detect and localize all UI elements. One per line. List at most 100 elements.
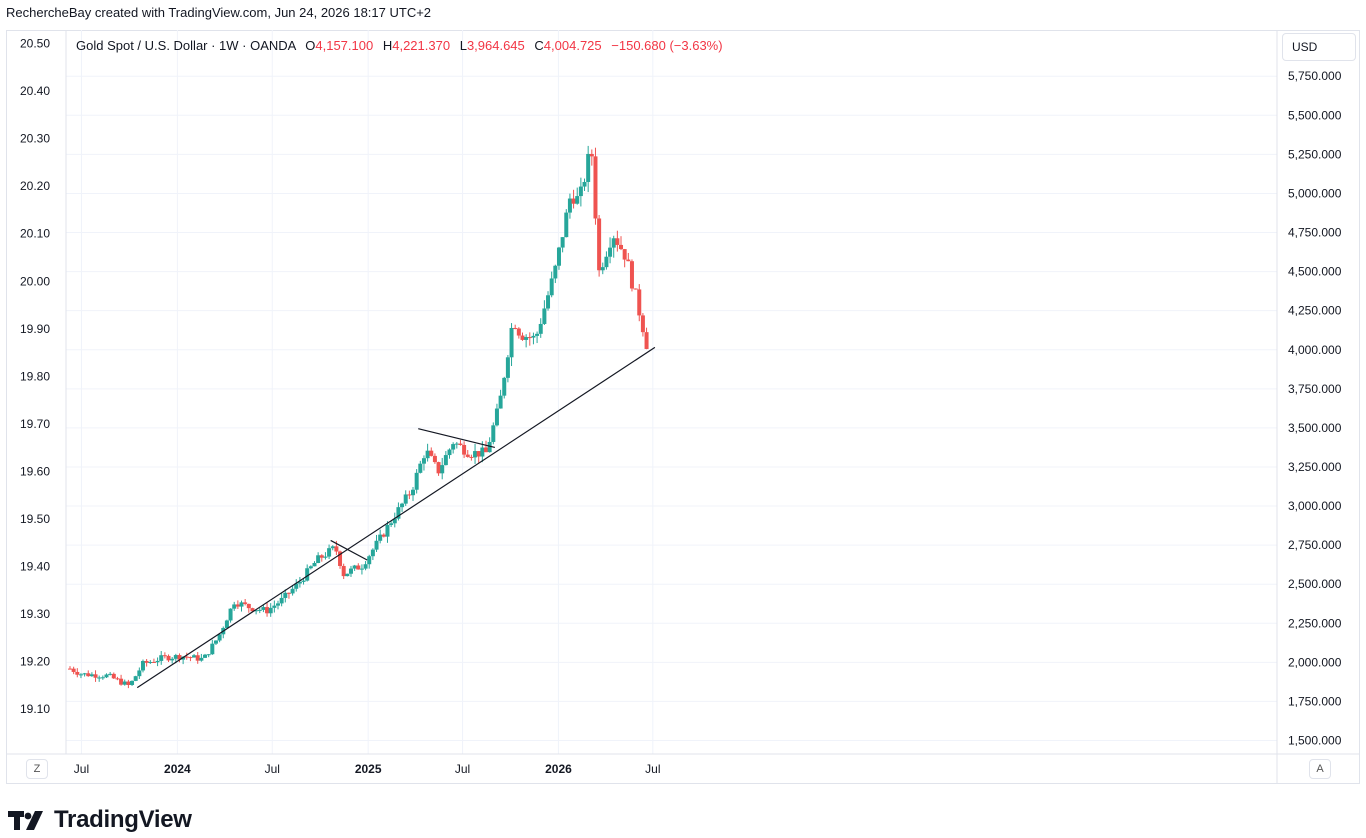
candle-body bbox=[462, 444, 467, 455]
candle-body bbox=[381, 534, 386, 537]
candle-body bbox=[352, 565, 357, 569]
candle-body bbox=[228, 608, 233, 621]
left-tick-label: 19.40 bbox=[20, 560, 50, 574]
chart-grid bbox=[66, 30, 1277, 754]
candle-body bbox=[294, 583, 299, 589]
candle-body bbox=[206, 654, 211, 656]
candle-body bbox=[330, 546, 335, 549]
price-tick-label: 2,500.000 bbox=[1288, 577, 1342, 591]
candle-body bbox=[338, 551, 343, 566]
left-scale-axis: 20.50 20.40 20.30 20.20 20.10 20.00 19.90 19.80… bbox=[20, 37, 50, 717]
candle-body bbox=[549, 278, 554, 296]
candle-body bbox=[195, 655, 200, 661]
candle-body bbox=[323, 556, 328, 558]
price-tick-label: 5,500.000 bbox=[1288, 108, 1342, 122]
candle-body bbox=[509, 327, 514, 358]
candle-body bbox=[451, 444, 456, 450]
candle-body bbox=[619, 244, 624, 250]
candle-body bbox=[571, 198, 576, 204]
candle-body bbox=[301, 580, 306, 582]
candle-body bbox=[582, 181, 587, 187]
brand: TradingView bbox=[8, 806, 192, 834]
candle-body bbox=[414, 472, 419, 490]
candle-body bbox=[217, 634, 222, 641]
price-tick-label: 4,750.000 bbox=[1288, 226, 1342, 240]
price-tick-label: 5,000.000 bbox=[1288, 186, 1342, 200]
candle-body bbox=[133, 676, 138, 681]
currency-button[interactable]: USD bbox=[1282, 33, 1356, 61]
candle-body bbox=[436, 462, 441, 474]
candle-body bbox=[480, 447, 485, 457]
symbol-title: Gold Spot / U.S. Dollar · 1W · OANDA bbox=[76, 38, 296, 53]
candle-body bbox=[425, 450, 430, 459]
candle-body bbox=[385, 524, 390, 537]
candle-body bbox=[75, 671, 80, 675]
price-tick-label: 1,500.000 bbox=[1288, 734, 1342, 748]
ohlc-high: H4,221.370 bbox=[382, 38, 451, 53]
candle-body bbox=[319, 555, 324, 558]
candle-body bbox=[184, 656, 189, 658]
candle-body bbox=[334, 546, 339, 552]
candle-body bbox=[341, 565, 346, 577]
price-tick-label: 2,750.000 bbox=[1288, 538, 1342, 552]
candle-body bbox=[443, 455, 448, 466]
candle-body bbox=[265, 607, 270, 614]
candle-body bbox=[374, 540, 379, 550]
price-tick-label: 3,250.000 bbox=[1288, 460, 1342, 474]
candle-body bbox=[553, 265, 558, 279]
candle-body bbox=[166, 655, 171, 661]
candle-body bbox=[487, 441, 492, 453]
time-axis: Jul 2024 Jul 2025 Jul 2026 Jul bbox=[74, 762, 661, 776]
candle-body bbox=[93, 674, 98, 678]
candle-body bbox=[246, 603, 251, 609]
ohlc-open: O4,157.100 bbox=[305, 38, 374, 53]
trend-line bbox=[418, 428, 496, 449]
candle-body bbox=[604, 256, 609, 268]
candle-body bbox=[575, 196, 580, 204]
trend-line bbox=[136, 346, 656, 689]
candle-body bbox=[494, 408, 499, 426]
candle-body bbox=[637, 289, 642, 316]
candle-body bbox=[578, 186, 583, 197]
left-tick-label: 19.50 bbox=[20, 512, 50, 526]
candle-body bbox=[275, 603, 280, 606]
price-axis: 1,500.000 1,750.000 2,000.000 2,250.000 2,50… bbox=[1288, 69, 1342, 747]
left-tick-label: 20.40 bbox=[20, 84, 50, 98]
price-tick-label: 5,750.000 bbox=[1288, 69, 1342, 83]
time-tick-label: Jul bbox=[645, 762, 660, 776]
candle-body bbox=[640, 315, 645, 333]
candle-body bbox=[440, 465, 445, 474]
candle-body bbox=[600, 267, 605, 271]
candle-body bbox=[378, 534, 383, 541]
candle-body bbox=[130, 680, 135, 685]
tradingview-logo-icon bbox=[8, 811, 43, 830]
candle-body bbox=[290, 588, 295, 594]
price-tick-label: 1,750.000 bbox=[1288, 694, 1342, 708]
candle-body bbox=[356, 565, 361, 570]
candle-body bbox=[615, 238, 620, 245]
candle-body bbox=[115, 678, 120, 680]
candle-body bbox=[469, 456, 474, 458]
candle-body bbox=[111, 673, 116, 679]
left-tick-label: 19.80 bbox=[20, 369, 50, 383]
candle-body bbox=[144, 660, 149, 663]
auto-scale-button[interactable]: A bbox=[1309, 759, 1331, 779]
candle-body bbox=[629, 261, 634, 289]
ohlc-close: C4,004.725 bbox=[534, 38, 602, 53]
candle-body bbox=[254, 610, 259, 612]
candle-body bbox=[513, 327, 518, 329]
price-tick-label: 3,000.000 bbox=[1288, 499, 1342, 513]
candle-body bbox=[86, 673, 91, 677]
candle-body bbox=[505, 357, 510, 378]
candle-body bbox=[520, 335, 525, 340]
candle-body bbox=[622, 249, 627, 260]
candle-body bbox=[498, 395, 503, 409]
price-tick-label: 4,250.000 bbox=[1288, 304, 1342, 318]
candle-body bbox=[429, 450, 434, 456]
candle-body bbox=[502, 377, 507, 396]
left-tick-label: 19.30 bbox=[20, 607, 50, 621]
zoom-reset-button[interactable]: Z bbox=[26, 759, 48, 779]
trendlines bbox=[136, 346, 656, 689]
candle-body bbox=[400, 503, 405, 508]
